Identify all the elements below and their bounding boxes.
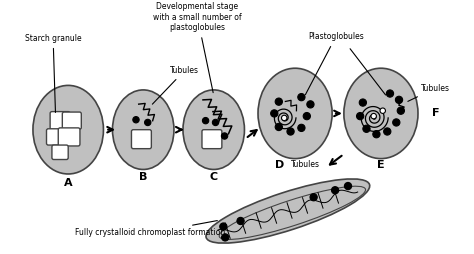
Text: E: E xyxy=(377,161,385,170)
Text: B: B xyxy=(139,172,147,182)
Ellipse shape xyxy=(183,90,245,169)
Circle shape xyxy=(212,119,219,126)
Text: Starch granule: Starch granule xyxy=(25,34,82,113)
Circle shape xyxy=(287,128,294,135)
Circle shape xyxy=(237,217,244,225)
Circle shape xyxy=(386,90,393,97)
Circle shape xyxy=(363,125,370,132)
Circle shape xyxy=(298,124,305,132)
FancyBboxPatch shape xyxy=(131,130,151,149)
Ellipse shape xyxy=(33,85,103,174)
Text: D: D xyxy=(275,161,284,170)
Circle shape xyxy=(331,187,339,194)
Circle shape xyxy=(275,98,283,105)
Circle shape xyxy=(307,101,314,108)
Text: Developmental stage
with a small number of
plastoglobules: Developmental stage with a small number … xyxy=(153,3,242,93)
FancyBboxPatch shape xyxy=(46,129,64,145)
Text: Plastoglobules: Plastoglobules xyxy=(305,32,364,95)
Circle shape xyxy=(371,114,376,119)
Circle shape xyxy=(145,119,151,126)
Text: Tubules: Tubules xyxy=(408,84,450,101)
Circle shape xyxy=(356,113,364,120)
Circle shape xyxy=(220,223,227,230)
Circle shape xyxy=(359,99,366,106)
Text: Fully crystalloid chromoplast formation: Fully crystalloid chromoplast formation xyxy=(75,220,226,237)
Circle shape xyxy=(133,117,139,123)
Circle shape xyxy=(383,128,391,135)
Ellipse shape xyxy=(344,68,418,158)
Circle shape xyxy=(271,110,278,117)
Text: Tubules: Tubules xyxy=(291,161,319,169)
Ellipse shape xyxy=(112,90,174,169)
Circle shape xyxy=(282,115,287,121)
Circle shape xyxy=(310,194,317,201)
Circle shape xyxy=(380,108,385,114)
Text: F: F xyxy=(432,108,440,118)
Ellipse shape xyxy=(258,68,332,158)
FancyBboxPatch shape xyxy=(58,128,80,146)
Circle shape xyxy=(221,234,229,241)
Circle shape xyxy=(397,107,404,114)
FancyBboxPatch shape xyxy=(202,130,222,149)
Circle shape xyxy=(373,131,380,138)
Text: C: C xyxy=(210,172,218,182)
Circle shape xyxy=(221,133,228,139)
Text: A: A xyxy=(64,179,73,188)
Circle shape xyxy=(298,93,305,101)
FancyBboxPatch shape xyxy=(52,145,68,160)
FancyBboxPatch shape xyxy=(50,112,70,130)
Text: Tubules: Tubules xyxy=(152,66,200,104)
Circle shape xyxy=(303,113,310,120)
Circle shape xyxy=(395,96,402,103)
Circle shape xyxy=(202,118,209,124)
Ellipse shape xyxy=(206,179,370,243)
FancyBboxPatch shape xyxy=(62,112,82,129)
Circle shape xyxy=(392,119,400,126)
Circle shape xyxy=(275,123,283,131)
Circle shape xyxy=(345,182,352,190)
